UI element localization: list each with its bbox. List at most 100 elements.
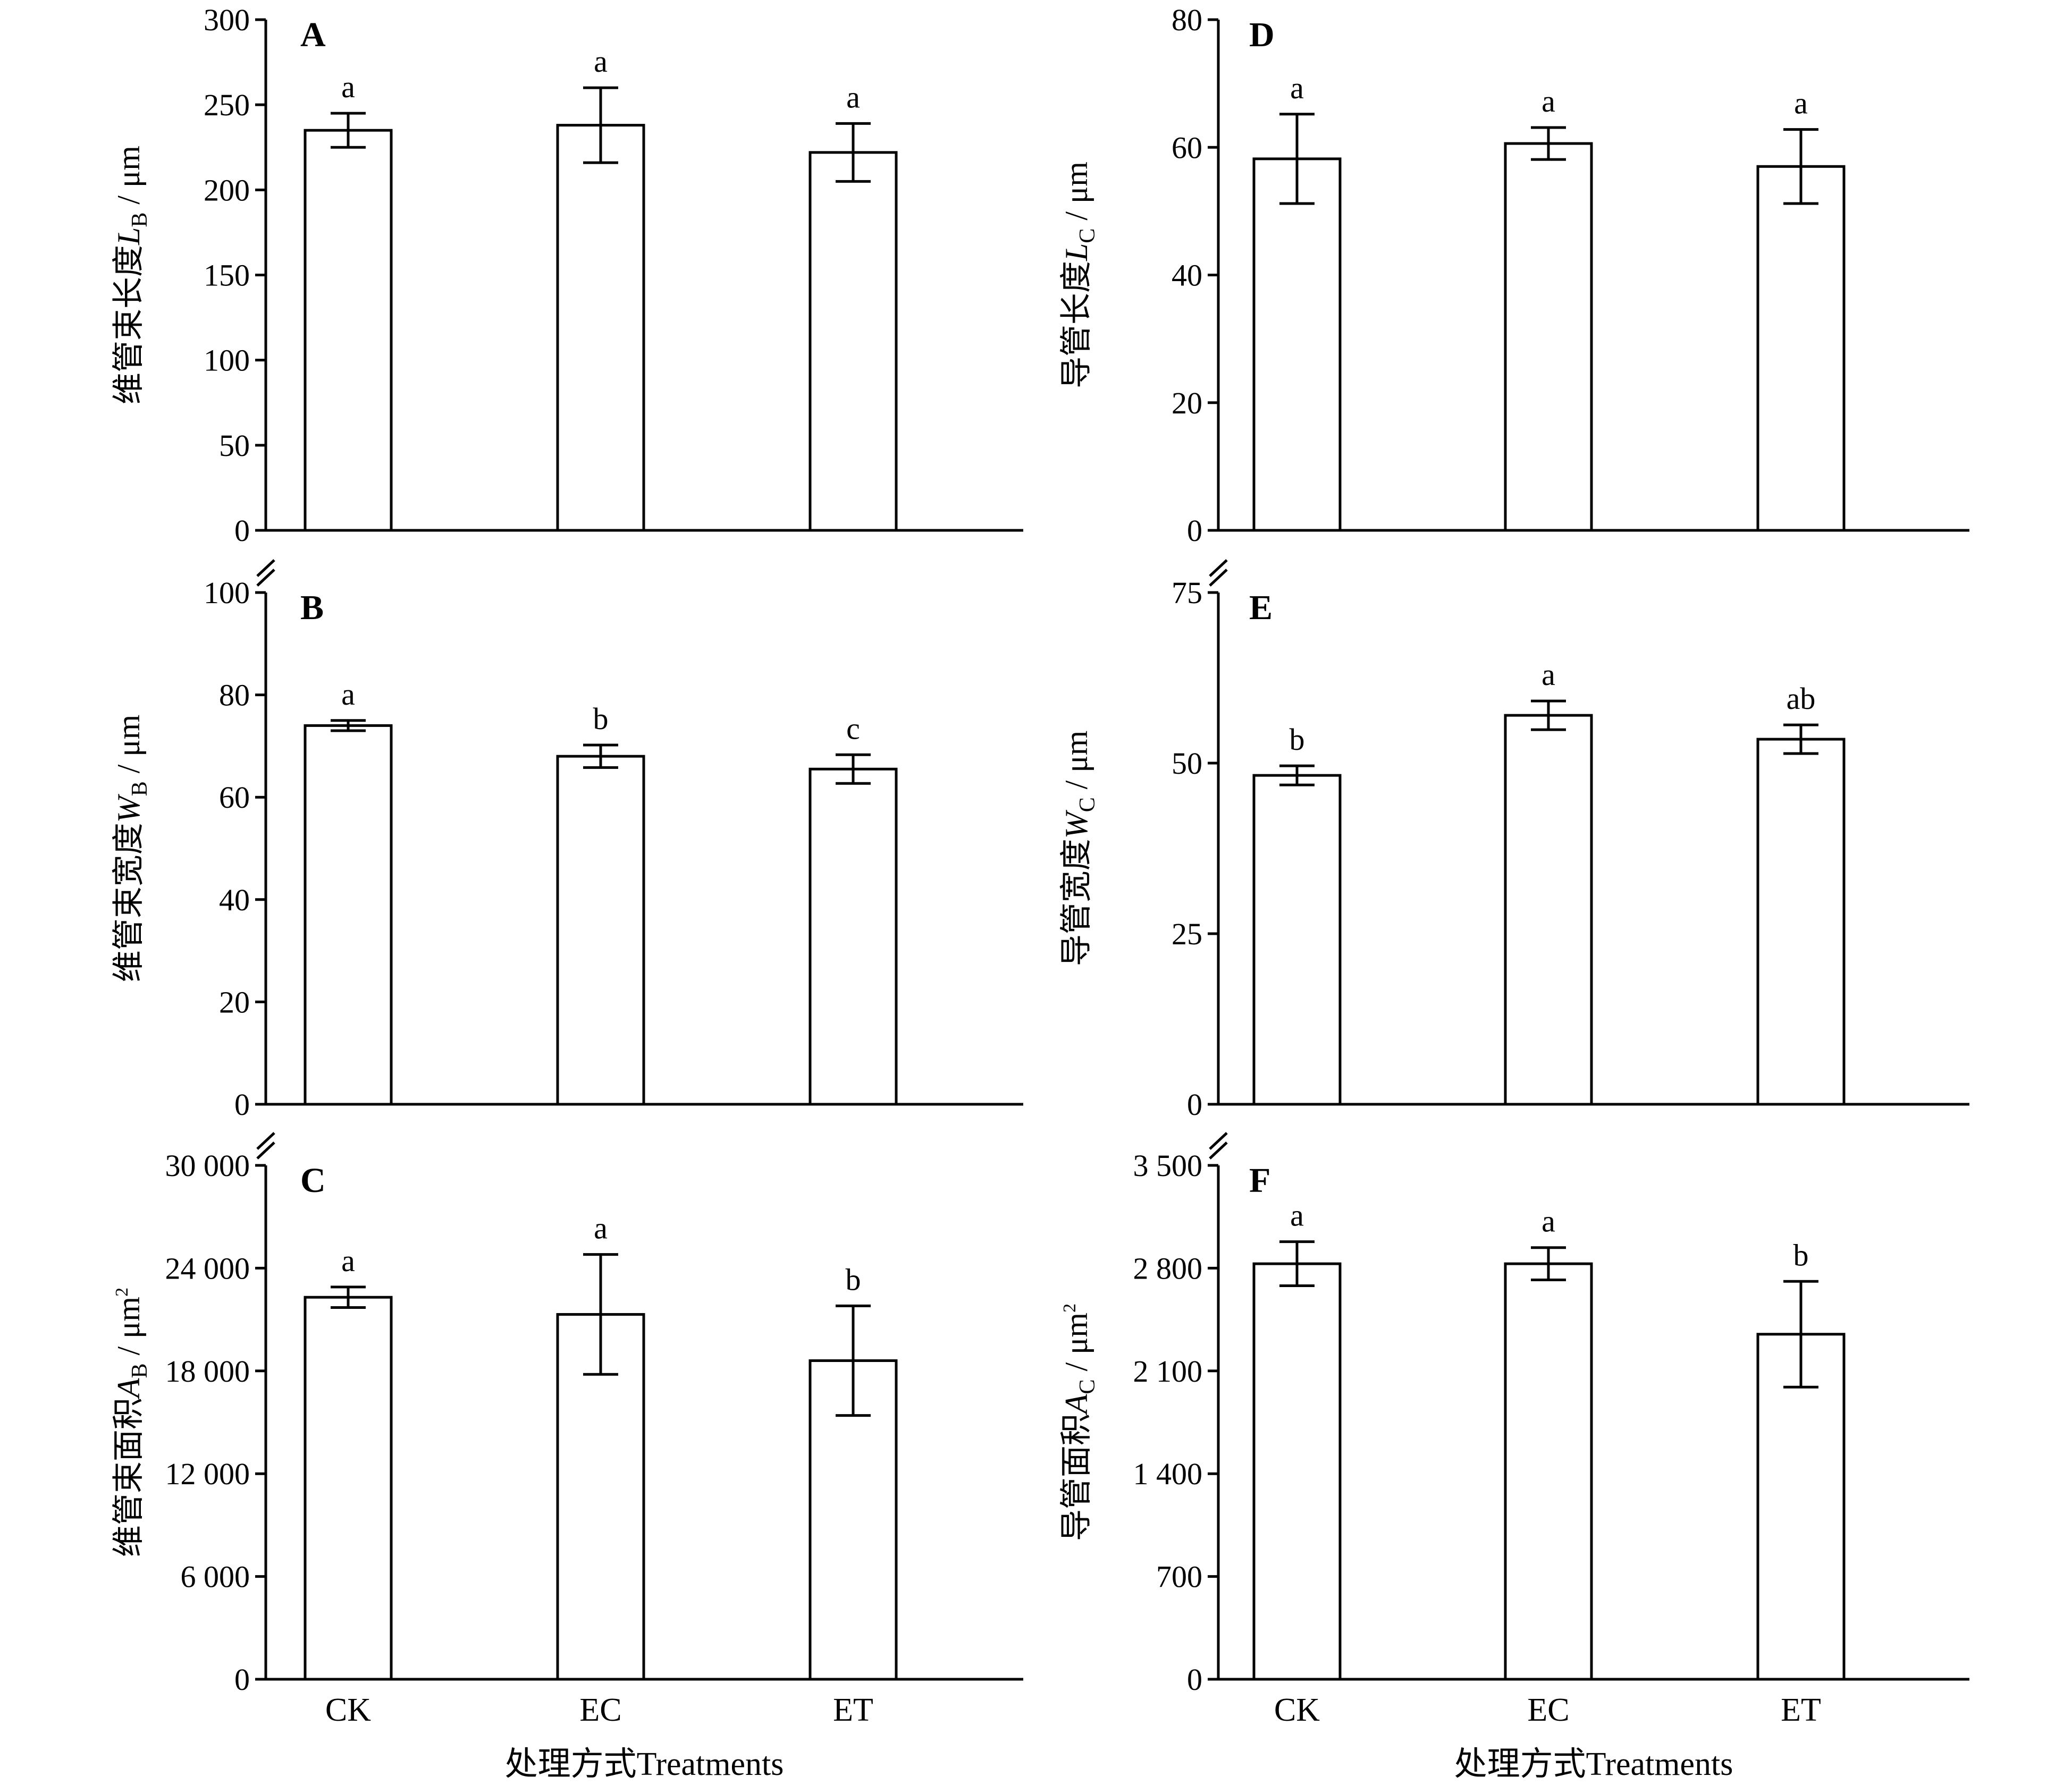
bar-ck [304,129,393,532]
y-axis-title: 导管面积AC / μm2 [1059,1304,1100,1541]
x-tick-label: CK [325,1692,371,1728]
significance-letter: a [1542,1204,1555,1239]
y-axis-title-variable: L [1059,243,1094,261]
y-tick-label: 30 000 [165,1148,250,1183]
y-axis-title-variable: W [1059,809,1094,839]
y-tick-label: 100 [204,343,250,378]
y-tick-label: 18 000 [165,1354,250,1389]
significance-letter: a [341,70,355,104]
y-axis-title-superscript: 2 [112,1288,132,1297]
x-axis-title-right: 处理方式Treatments [1454,1746,1733,1782]
y-tick-label: 80 [219,678,250,713]
y-axis-title-main: 维管束长度 [111,245,146,404]
significance-letter: a [594,1211,608,1246]
y-tick-label: 1 400 [1133,1457,1203,1491]
y-tick-label: 0 [1187,1087,1202,1122]
bar-ck [304,724,393,1106]
significance-letter: b [1793,1238,1809,1272]
panel-E: 0 25 50 75 E 导管宽度WC / μm b a ab [1059,559,1969,1122]
y-axis-title-subscript: B [128,1363,152,1378]
significance-letter: a [341,1243,355,1278]
panel-label: A [300,15,326,54]
x-tick-label: EC [1527,1692,1569,1728]
y-axis-title-variable: W [111,793,146,823]
y-tick-label: 100 [204,576,250,610]
y-tick-label: 25 [1172,917,1202,951]
panel-C: 0 6 000 12 000 18 000 24 000 30 000 C 维管束面积AB /… [111,1132,1023,1728]
significance-letter: a [846,80,860,114]
significance-letter: b [593,701,609,736]
y-axis-title-variable: L [111,227,146,246]
panel-A: 0 50 100 150 200 250 300 A 维管束长度LB / μm a a a [111,3,1023,548]
y-tick-label: 50 [1172,746,1202,781]
y-axis-title: 导管宽度WC / μm [1059,731,1100,967]
bar-ec [1504,142,1593,532]
axis-break-mark [256,1141,275,1160]
significance-letter: a [1542,84,1555,119]
significance-letter: ab [1787,681,1816,716]
panel-F: 0 700 1 400 2 100 2 800 3 500 F 导管面积AC / μm2 a a b… [1059,1132,1969,1728]
y-axis-title-subscript: C [1075,797,1100,812]
y-tick-label: 20 [1172,386,1202,420]
y-tick-label: 12 000 [165,1457,250,1491]
y-tick-label: 700 [1156,1560,1202,1594]
significance-letter: a [1290,1198,1304,1233]
significance-letter: a [594,44,608,79]
y-tick-label: 20 [219,985,250,1019]
x-tick-label: ET [833,1692,873,1728]
panel-label: D [1249,15,1275,54]
significance-letter: b [846,1262,861,1297]
significance-letter: a [341,677,355,712]
axis-break-mark [1209,559,1228,577]
panel-label: C [300,1161,326,1200]
y-axis-title-subscript: B [128,213,152,227]
x-tick-label: CK [1274,1692,1320,1728]
bar-ec [556,124,645,532]
significance-letter: a [1290,71,1304,105]
y-axis-title-main: 导管长度 [1059,261,1094,388]
y-tick-label: 0 [1187,513,1202,548]
bar-ck [1252,1262,1342,1681]
y-axis-title-main: 维管束面积 [111,1398,146,1557]
y-tick-label: 60 [1172,130,1202,165]
panel-label: F [1249,1161,1270,1200]
y-tick-label: 150 [204,258,250,293]
y-tick-label: 60 [219,780,250,815]
significance-letter: a [1542,657,1555,692]
panel-label: B [300,588,324,627]
y-axis-title-subscript: C [1075,1379,1100,1394]
y-axis-title: 维管束长度LB / μm [111,146,152,404]
y-tick-label: 2 100 [1133,1354,1203,1389]
significance-letter: c [846,711,860,746]
y-tick-label: 24 000 [165,1251,250,1285]
y-axis-title: 导管长度LC / μm [1059,162,1100,388]
significance-letter: b [1290,722,1305,757]
bar-ck [304,1296,393,1681]
y-axis-title: 维管束宽度WB / μm [111,715,152,983]
y-tick-label: 75 [1172,576,1202,610]
axis-break-mark [1209,1132,1228,1150]
significance-letter: a [1794,86,1808,121]
y-tick-label: 0 [234,513,250,548]
bar-ck [1252,157,1342,532]
y-axis-title-unit: / μm [1059,731,1094,798]
y-tick-label: 2 800 [1133,1251,1203,1285]
panel-D: 0 20 40 60 80 D 导管长度LC / μm a a a [1059,3,1969,548]
y-tick-label: 0 [1187,1662,1202,1697]
panel-label: E [1249,588,1273,627]
y-tick-label: 0 [234,1662,250,1697]
bar-et [1756,165,1846,532]
y-axis-title-subscript: C [1075,229,1100,243]
y-axis-title-superscript: 2 [1060,1304,1080,1313]
y-axis-title-unit: / μm [111,146,146,213]
y-tick-label: 6 000 [181,1560,250,1594]
y-tick-label: 0 [234,1087,250,1122]
bar-et [1756,1333,1846,1681]
bar-ec [556,755,645,1106]
y-tick-label: 80 [1172,3,1202,37]
y-tick-label: 300 [204,3,250,37]
y-axis-title-unit: / μm [1059,162,1094,229]
bar-ck [1252,774,1342,1106]
